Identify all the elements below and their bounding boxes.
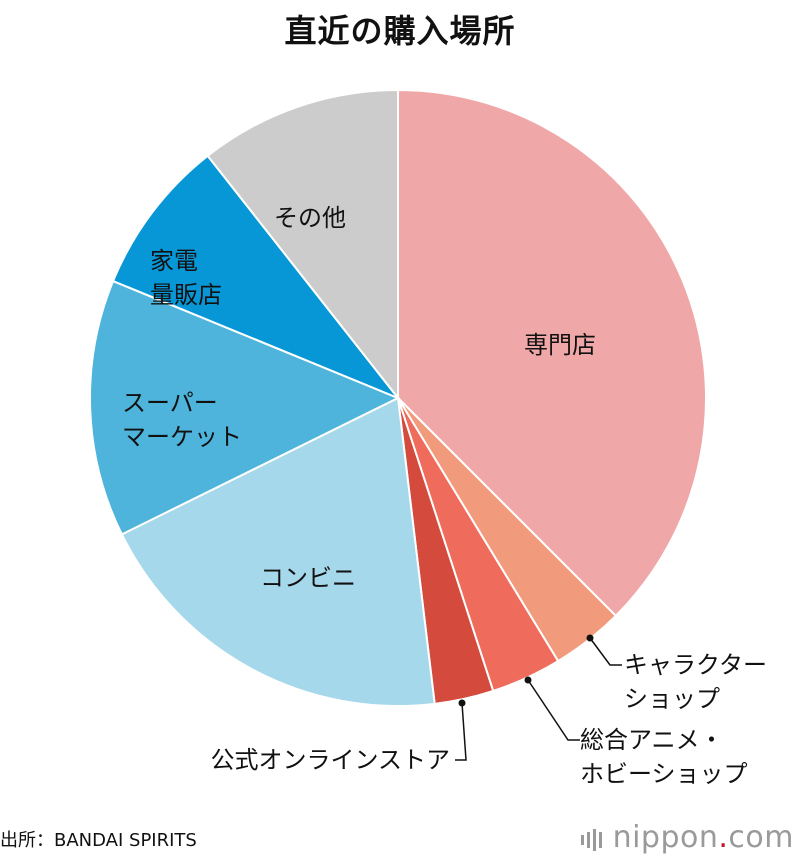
pie-slice-5 [120, 396, 436, 707]
slice-label-6: スーパーマーケット [122, 389, 242, 451]
brand-dot: . [718, 820, 729, 855]
slice-label-1: 専門店 [524, 331, 596, 359]
callout-dot-4 [458, 699, 466, 707]
bars-icon [580, 821, 605, 856]
pie-slice-6 [89, 279, 401, 536]
callout-dot-3 [524, 676, 532, 684]
pie-slice-1 [397, 88, 707, 618]
slice-label-4: 公式オンラインストア [210, 746, 450, 774]
pie-slice-7 [111, 154, 402, 401]
callout-line-2 [589, 637, 622, 666]
slice-label-3: 総合アニメ・ホビーショップ [580, 726, 748, 788]
pie-slice-8 [206, 88, 399, 401]
callout-line-4 [455, 702, 467, 761]
nippon-logo: nippon.com [580, 820, 794, 856]
slice-label-7: 家電量販店 [150, 247, 222, 309]
callout-line-3 [527, 679, 580, 741]
brand-name: nippon [612, 820, 719, 855]
slice-label-8: その他 [274, 204, 346, 232]
chart-title: 直近の購入場所 [284, 12, 516, 50]
slice-label-2: キャラクターショップ [624, 651, 767, 713]
callout-dot-2 [586, 634, 594, 642]
slice-label-5: コンビニ [260, 564, 356, 592]
source-note: 出所：BANDAI SPIRITS [0, 830, 197, 851]
brand-tld: com [728, 820, 794, 855]
